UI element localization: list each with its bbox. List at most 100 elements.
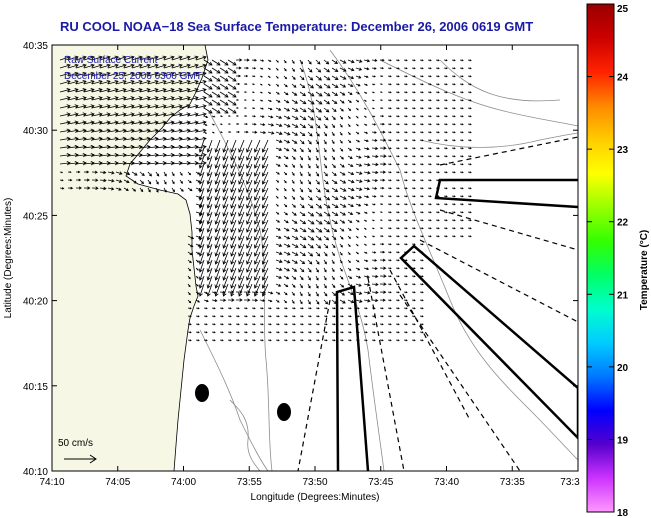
current-vector-arrow <box>307 331 312 334</box>
current-vector-arrow <box>203 299 209 303</box>
current-vector-arrow <box>291 331 296 334</box>
y-tick-label: 40:30 <box>23 126 48 137</box>
current-vector-arrow <box>236 123 240 125</box>
current-vector-arrow <box>427 227 432 230</box>
current-vector-arrow <box>451 235 456 238</box>
current-vector-arrow <box>315 315 320 318</box>
current-vector-arrow <box>355 107 359 111</box>
current-vector-arrow <box>411 291 416 294</box>
current-vector-arrow <box>222 195 229 209</box>
current-vector-arrow <box>131 88 143 93</box>
current-vector-arrow <box>459 211 464 214</box>
current-vector-arrow <box>299 67 304 73</box>
current-vector-arrow <box>379 58 385 62</box>
current-vector-arrow <box>307 115 315 121</box>
current-vector-arrow <box>107 104 119 109</box>
current-vector-arrow <box>371 195 377 198</box>
current-vector-arrow <box>387 227 392 230</box>
current-vector-arrow <box>155 55 167 61</box>
current-vector-arrow <box>451 147 456 150</box>
current-vector-arrow <box>222 163 229 177</box>
current-vector-arrow <box>206 195 213 209</box>
current-vector-arrow <box>107 88 119 93</box>
current-vector-arrow <box>227 59 237 66</box>
current-vector-arrow <box>253 251 261 265</box>
current-vector-arrow <box>435 195 440 198</box>
current-vector-arrow <box>355 171 363 175</box>
current-vector-arrow <box>347 59 355 64</box>
current-vector-arrow <box>219 123 223 126</box>
current-vector-arrow <box>363 123 368 126</box>
current-vector-arrow <box>323 59 330 65</box>
current-vector-arrow <box>222 139 229 153</box>
current-vector-arrow <box>339 123 343 128</box>
current-vector-arrow <box>147 63 159 69</box>
current-vector-arrow <box>251 331 256 334</box>
current-vector-arrow <box>387 179 392 182</box>
current-vector-arrow <box>219 131 223 134</box>
current-vector-arrow <box>355 299 363 303</box>
x-axis-ticks: 74:10 74:05 74:00 73:55 73:50 73:45 73:40 73:35… <box>39 45 580 488</box>
current-vector-arrow <box>227 298 235 302</box>
current-vector-arrow <box>371 274 379 279</box>
current-vector-arrow <box>267 115 274 119</box>
current-vector-arrow <box>451 91 456 94</box>
current-vector-arrow <box>131 55 143 61</box>
current-vector-arrow <box>451 227 456 230</box>
current-vector-arrow <box>230 163 237 177</box>
current-vector-arrow <box>315 243 322 249</box>
current-vector-arrow <box>261 195 269 209</box>
current-vector-arrow <box>230 283 237 297</box>
current-vector-arrow <box>163 96 175 101</box>
current-vector-arrow <box>299 139 305 145</box>
current-vector-arrow <box>395 211 400 214</box>
current-vector-arrow <box>403 211 408 214</box>
current-vector-arrow <box>107 96 119 101</box>
current-vector-arrow <box>291 139 298 144</box>
current-vector-arrow <box>299 91 307 97</box>
current-vector-arrow <box>459 179 464 182</box>
current-vector-arrow <box>315 115 322 121</box>
current-vector-arrow <box>123 112 135 117</box>
current-vector-arrow <box>246 163 253 177</box>
shoal-marker-2 <box>277 403 291 421</box>
current-vector-arrow <box>459 75 464 78</box>
current-vector-arrow <box>238 211 245 225</box>
current-vector-arrow <box>371 323 376 326</box>
current-vector-arrow <box>443 67 448 70</box>
current-vector-arrow <box>251 75 256 78</box>
current-vector-arrow <box>355 147 361 151</box>
current-vector-arrow <box>267 107 273 111</box>
current-vector-arrow <box>347 283 354 287</box>
current-vector-arrow <box>451 163 456 166</box>
current-vector-arrow <box>246 203 253 217</box>
current-vector-arrow <box>307 227 315 233</box>
current-vector-arrow <box>347 107 352 111</box>
current-vector-arrow <box>243 122 248 126</box>
current-vector-arrow <box>211 99 221 106</box>
current-vector-arrow <box>275 75 279 79</box>
current-vector-arrow <box>419 131 424 134</box>
current-vector-arrow <box>179 112 191 117</box>
current-vector-arrow <box>315 251 321 257</box>
current-vector-arrow <box>253 267 261 281</box>
current-vector-arrow <box>315 195 322 201</box>
current-vector-arrow <box>323 259 327 265</box>
current-vector-arrow <box>187 323 192 326</box>
current-vector-arrow <box>323 251 328 257</box>
current-vector-arrow <box>355 131 360 135</box>
current-vector-arrow <box>206 243 213 257</box>
current-vector-arrow <box>171 55 183 61</box>
current-vector-arrow <box>323 75 331 81</box>
current-vector-arrow <box>187 63 199 69</box>
current-vector-arrow <box>187 307 192 310</box>
overlay-line-2: December 25, 2006 0300 GMT <box>64 71 202 82</box>
current-vector-arrow <box>299 227 307 233</box>
current-vector-arrow <box>235 58 243 62</box>
current-vector-arrow <box>411 83 416 86</box>
current-vector-arrow <box>75 186 82 190</box>
current-vector-arrow <box>379 154 387 158</box>
current-vector-arrow <box>427 91 432 94</box>
current-vector-arrow <box>283 115 291 120</box>
current-vector-arrow <box>307 171 311 177</box>
